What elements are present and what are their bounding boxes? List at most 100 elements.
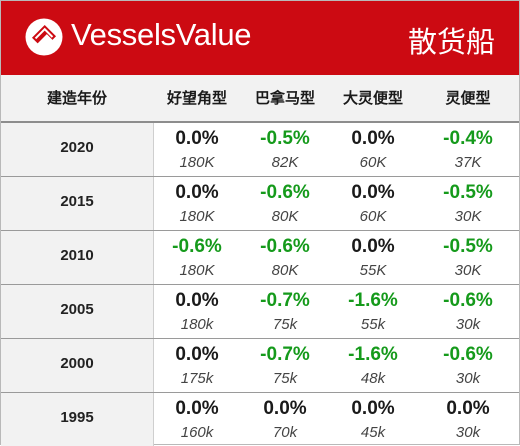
- value-cell: -0.5% 30K: [417, 231, 519, 282]
- value-cell: -0.6% 80K: [241, 177, 329, 228]
- column-header-capesize: 好望角型: [166, 89, 227, 107]
- value-cell: -0.5% 82K: [241, 123, 329, 174]
- percent-change: 0.0%: [351, 398, 395, 419]
- table-row: 2015 0.0% 180K -0.6% 80K 0.0% 60K -0.5% 30K: [1, 177, 519, 231]
- dwt-value: 55k: [360, 316, 386, 333]
- percent-change: -0.7%: [260, 344, 310, 365]
- value-cell: 0.0% 45k: [329, 393, 417, 444]
- dwt-value: 80K: [271, 262, 299, 279]
- dwt-value: 75k: [272, 370, 298, 387]
- percent-change: -1.6%: [348, 344, 398, 365]
- value-cell: -0.4% 37K: [417, 123, 519, 174]
- dwt-value: 180K: [179, 154, 215, 171]
- value-cell: 0.0% 30k: [417, 393, 519, 444]
- percent-change: 0.0%: [351, 236, 395, 257]
- value-cell: 0.0% 175k: [153, 339, 241, 390]
- year-cell: 2005: [1, 285, 154, 338]
- value-cell: -1.6% 48k: [329, 339, 417, 390]
- percent-change: 0.0%: [175, 398, 219, 419]
- build-year: 2000: [60, 355, 94, 372]
- year-cell: 2020: [1, 123, 154, 176]
- percent-change: -0.7%: [260, 290, 310, 311]
- value-cell: -0.7% 75k: [241, 285, 329, 336]
- percent-change: -0.6%: [172, 236, 222, 257]
- dwt-value: 30K: [454, 208, 482, 225]
- value-cell: -0.6% 30k: [417, 285, 519, 336]
- value-cell: -0.7% 75k: [241, 339, 329, 390]
- column-header-row: 建造年份 好望角型 巴拿马型 大灵便型 灵便型: [1, 75, 519, 123]
- percent-change: 0.0%: [175, 290, 219, 311]
- percent-change: -0.5%: [260, 128, 310, 149]
- brand-name: VesselsValue: [71, 17, 252, 52]
- value-cell: 0.0% 55K: [329, 231, 417, 282]
- value-cell: 0.0% 180K: [153, 123, 241, 174]
- dwt-value: 60K: [359, 154, 387, 171]
- percent-change: 0.0%: [351, 128, 395, 149]
- percent-change: -0.6%: [260, 182, 310, 203]
- year-cell: 2010: [1, 231, 154, 284]
- dwt-value: 70k: [272, 424, 298, 441]
- vesselsvalue-logo-icon: [25, 18, 63, 56]
- column-header-panamax: 巴拿马型: [254, 89, 315, 107]
- column-header-handysize: 灵便型: [445, 89, 491, 107]
- value-cell: -0.6% 180K: [153, 231, 241, 282]
- value-cell: -0.5% 30K: [417, 177, 519, 228]
- build-year: 2010: [60, 247, 94, 264]
- build-year: 1995: [60, 409, 94, 426]
- dwt-value: 48k: [360, 370, 386, 387]
- dwt-value: 160k: [180, 424, 214, 441]
- value-cell: 0.0% 180k: [153, 285, 241, 336]
- year-cell: 1995: [1, 393, 154, 446]
- value-cell: -1.6% 55k: [329, 285, 417, 336]
- percent-change: 0.0%: [351, 182, 395, 203]
- dwt-value: 60K: [359, 208, 387, 225]
- value-cell: 0.0% 70k: [241, 393, 329, 444]
- value-cell: -0.6% 80K: [241, 231, 329, 282]
- dwt-value: 75k: [272, 316, 298, 333]
- year-cell: 2015: [1, 177, 154, 230]
- dwt-value: 175k: [180, 370, 214, 387]
- percent-change: -0.6%: [443, 344, 493, 365]
- percent-change: 0.0%: [446, 398, 490, 419]
- value-cell: 0.0% 60K: [329, 177, 417, 228]
- dwt-value: 55K: [359, 262, 387, 279]
- dwt-value: 180k: [180, 316, 214, 333]
- page-title: 散货船: [407, 25, 495, 59]
- percent-change: -1.6%: [348, 290, 398, 311]
- build-year: 2015: [60, 193, 94, 210]
- dwt-value: 45k: [360, 424, 386, 441]
- build-year: 2020: [60, 139, 94, 156]
- table-row: 2020 0.0% 180K -0.5% 82K 0.0% 60K -0.4% 37K: [1, 123, 519, 177]
- percent-change: 0.0%: [175, 344, 219, 365]
- table-row: 2010 -0.6% 180K -0.6% 80K 0.0% 55K -0.5% 30K: [1, 231, 519, 285]
- dwt-value: 30k: [455, 424, 481, 441]
- year-cell: 2000: [1, 339, 154, 392]
- table-row: 2005 0.0% 180k -0.7% 75k -1.6% 55k -0.6% 30k: [1, 285, 519, 339]
- dwt-value: 30k: [455, 316, 481, 333]
- value-cell: 0.0% 60K: [329, 123, 417, 174]
- dwt-value: 180K: [179, 262, 215, 279]
- value-cell: 0.0% 180K: [153, 177, 241, 228]
- value-cell: 0.0% 160k: [153, 393, 241, 444]
- percent-change: -0.4%: [443, 128, 493, 149]
- table-row: 2000 0.0% 175k -0.7% 75k -1.6% 48k -0.6% 30k: [1, 339, 519, 393]
- percent-change: -0.6%: [260, 236, 310, 257]
- percent-change: 0.0%: [175, 182, 219, 203]
- table-row: 1995 0.0% 160k 0.0% 70k 0.0% 45k 0.0% 30k: [1, 393, 519, 446]
- build-year: 2005: [60, 301, 94, 318]
- column-header-supramax: 大灵便型: [342, 89, 403, 107]
- percent-change: -0.5%: [443, 236, 493, 257]
- percent-change: -0.6%: [443, 290, 493, 311]
- percent-change: 0.0%: [175, 128, 219, 149]
- dwt-value: 82K: [271, 154, 299, 171]
- header-bar: VesselsValue 散货船: [1, 1, 519, 75]
- value-cell: -0.6% 30k: [417, 339, 519, 390]
- column-header-year: 建造年份: [46, 89, 107, 107]
- percent-change: 0.0%: [263, 398, 307, 419]
- dwt-value: 37K: [454, 154, 482, 171]
- dwt-value: 180K: [179, 208, 215, 225]
- dwt-value: 30k: [455, 370, 481, 387]
- dwt-value: 80K: [271, 208, 299, 225]
- dwt-value: 30K: [454, 262, 482, 279]
